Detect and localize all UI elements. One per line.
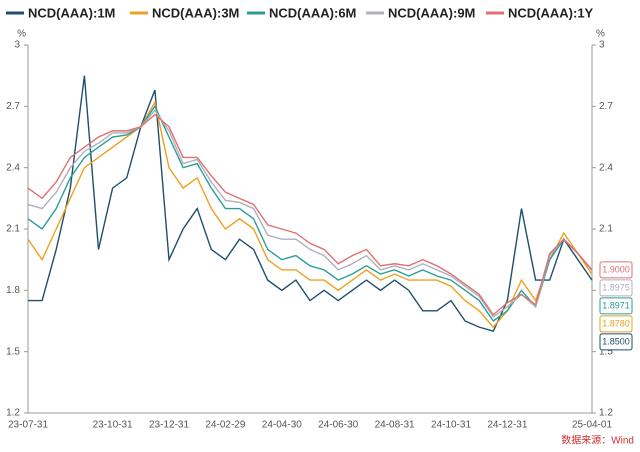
y-tick-label: 1.8 [6,285,20,296]
series-line [28,75,593,333]
legend-item: NCD(AAA):6M [247,5,356,20]
series-line [27,109,593,318]
end-label: 1.8975 [602,282,630,292]
y2-tick-label: 2.4 [599,162,613,173]
end-label: 1.8500 [602,336,630,346]
end-label-box [599,297,633,315]
y-tick-label: 3 [14,40,20,51]
x-tick-label: 23-12-31 [149,420,189,431]
legend-item: NCD(AAA):9M [366,5,475,20]
x-tick-label: 24-12-31 [487,420,527,431]
end-label: 1.8971 [602,300,630,310]
end-label-box [599,333,633,351]
end-label: 1.8780 [602,318,630,328]
y2-tick-label: 1.2 [599,408,613,419]
series-line [27,100,593,329]
end-label-box [599,279,633,297]
y-tick-label: 1.2 [6,408,20,419]
x-tick-label: 24-10-31 [431,420,471,431]
y2-unit: % [596,29,605,40]
x-tick-label: 24-08-31 [375,420,415,431]
legend-item: NCD(AAA):1M [6,5,115,20]
x-tick-label: 25-04-01 [572,420,612,431]
series-line [27,113,593,316]
end-label: 1.9000 [602,264,630,274]
y-tick-label: 2.1 [6,224,20,235]
legend-item: NCD(AAA):3M [130,5,239,20]
y-tick-label: 2.4 [6,162,20,173]
legend-item: NCD(AAA):1Y [486,5,594,20]
y2-tick-label: 3 [599,40,605,51]
legend-label: NCD(AAA):9M [388,5,475,20]
x-tick-label: 23-07-31 [8,420,48,431]
x-tick-label: 23-10-31 [93,420,133,431]
source: 数据来源：Wind [561,434,634,447]
series-line [27,104,593,322]
x-tick-label: 24-04-30 [262,420,302,431]
legend-label: NCD(AAA):6M [269,5,356,20]
y-tick-label: 1.5 [6,346,20,357]
end-label-box [599,261,633,279]
legend-label: NCD(AAA):3M [152,5,239,20]
legend-label: NCD(AAA):1M [28,5,115,20]
legend-label: NCD(AAA):1Y [508,5,594,20]
x-tick-label: 24-06-30 [318,420,358,431]
y2-tick-label: 2.1 [599,224,613,235]
y2-tick-label: 2.7 [599,101,613,112]
x-tick-label: 24-02-29 [205,420,245,431]
end-label-box [599,315,633,333]
y-tick-label: 2.7 [6,101,20,112]
y2-tick-label: 1.5 [599,346,613,357]
y-unit: % [17,29,26,40]
